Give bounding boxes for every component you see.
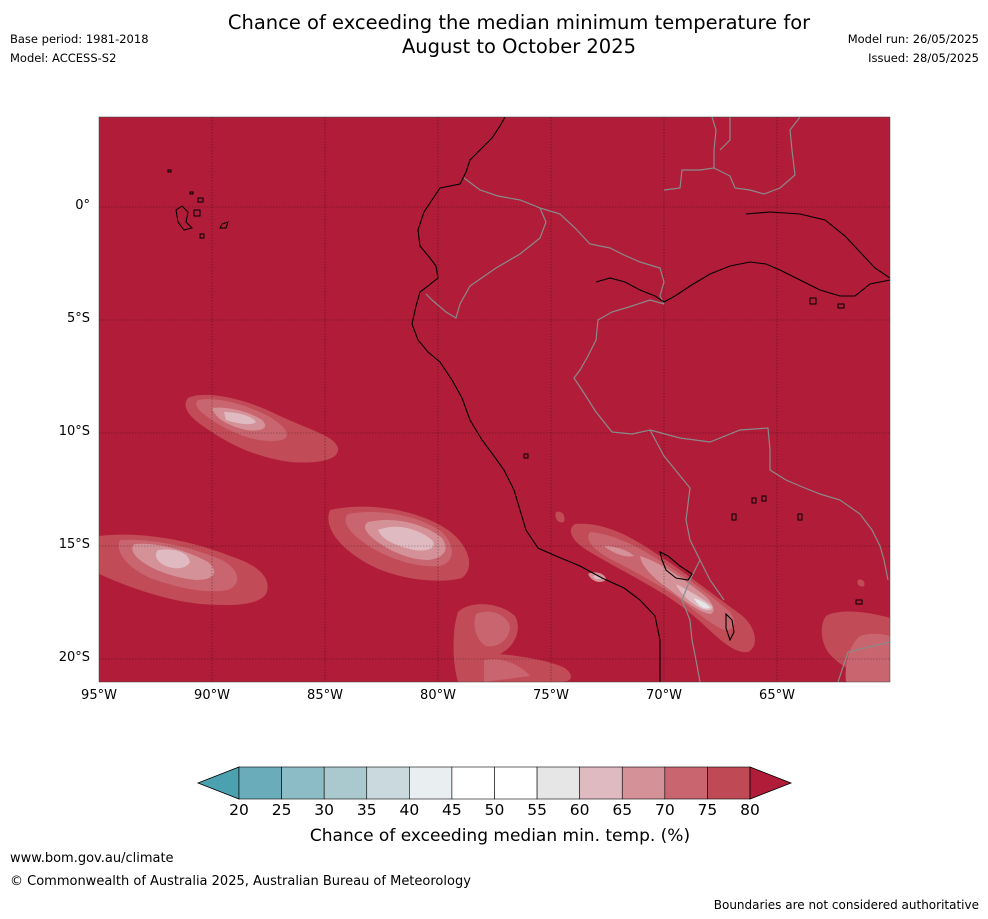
base-period: Base period: 1981-2018 <box>10 32 149 46</box>
coastlines <box>411 117 890 682</box>
lat-label-0: 0° <box>75 198 90 213</box>
patch-65-70 <box>474 611 530 682</box>
issued-date: Issued: 28/05/2025 <box>868 51 979 65</box>
colorbar-cell <box>451 766 495 800</box>
patch-55-60 <box>224 412 256 425</box>
colorbar-cell <box>366 766 410 800</box>
colorbar-tick-label: 45 <box>442 801 462 819</box>
colorbar-cell <box>664 766 708 800</box>
lon-label-85w: 85°W <box>307 688 343 703</box>
lon-label-80w: 80°W <box>420 688 456 703</box>
lat-label-10s: 10°S <box>58 424 90 439</box>
country-borders <box>425 117 890 682</box>
colorbar-tick-label: 70 <box>654 801 675 819</box>
colorbar-tick-label: 20 <box>229 801 249 819</box>
patch-50-55 <box>694 598 710 609</box>
model-name: Model: ACCESS-S2 <box>10 51 117 65</box>
model-run: Model run: 26/05/2025 <box>847 32 979 46</box>
colorbar-cell <box>409 766 453 800</box>
galapagos-islands <box>167 169 229 239</box>
colorbar-extend-low <box>196 766 240 800</box>
lon-label-75w: 75°W <box>533 688 569 703</box>
colorbar-cell <box>238 766 282 800</box>
lon-label-70w: 70°W <box>646 688 682 703</box>
map-frame <box>98 116 891 683</box>
patch-70-75 <box>857 579 865 587</box>
colorbar-tick-label: 50 <box>484 801 505 819</box>
patch-65-70 <box>845 633 890 682</box>
patch-55-60 <box>378 526 434 551</box>
colorbar-cell <box>323 766 368 800</box>
colorbar-tick-label: 30 <box>314 801 335 819</box>
meta-right: Model run: 26/05/2025 Issued: 28/05/2025 <box>848 30 979 68</box>
colorbar-tick-label: 65 <box>612 801 633 819</box>
colorbar-tick-label: 35 <box>356 801 377 819</box>
footer-disclaimer: Boundaries are not considered authoritat… <box>713 898 979 912</box>
map-title: Chance of exceeding the median minimum t… <box>160 11 878 59</box>
lon-label-90w: 90°W <box>194 688 230 703</box>
colorbar-cell <box>494 766 538 800</box>
footer-copyright: © Commonwealth of Australia 2025, Austra… <box>10 874 471 889</box>
lat-label-5s: 5°S <box>66 311 90 326</box>
colorbar-cell <box>707 766 751 800</box>
colorbar-tick-label: 55 <box>527 801 547 819</box>
title-line-2: August to October 2025 <box>401 35 637 58</box>
lon-label-95w: 95°W <box>81 688 117 703</box>
colorbar-extend-high <box>749 766 793 800</box>
colorbar-label: Chance of exceeding median min. temp. (%… <box>309 826 691 846</box>
colorbar-cell <box>281 766 325 800</box>
colorbar-cell <box>621 766 666 800</box>
colorbar-tick-label: 60 <box>569 801 590 819</box>
colorbar-tick-label: 80 <box>740 801 760 819</box>
colorbar-tick-label: 40 <box>399 801 420 819</box>
lon-label-65w: 65°W <box>759 688 795 703</box>
colorbar-cell <box>579 766 623 800</box>
patch-70-75 <box>555 511 565 523</box>
colorbar-cells <box>196 766 793 800</box>
meta-left: Base period: 1981-2018 Model: ACCESS-S2 <box>10 30 149 68</box>
patch-55-60 <box>155 549 190 569</box>
lat-label-20s: 20°S <box>58 650 90 665</box>
colorbar-cell <box>536 766 580 800</box>
colorbar-tick-label: 75 <box>697 801 718 819</box>
footer-url: www.bom.gov.au/climate <box>10 851 174 866</box>
title-line-1: Chance of exceeding the median minimum t… <box>227 11 811 34</box>
small-lakes <box>523 297 863 605</box>
colorbar-tick-label: 25 <box>271 801 292 819</box>
probability-patches <box>99 117 890 682</box>
lat-label-15s: 15°S <box>58 537 90 552</box>
